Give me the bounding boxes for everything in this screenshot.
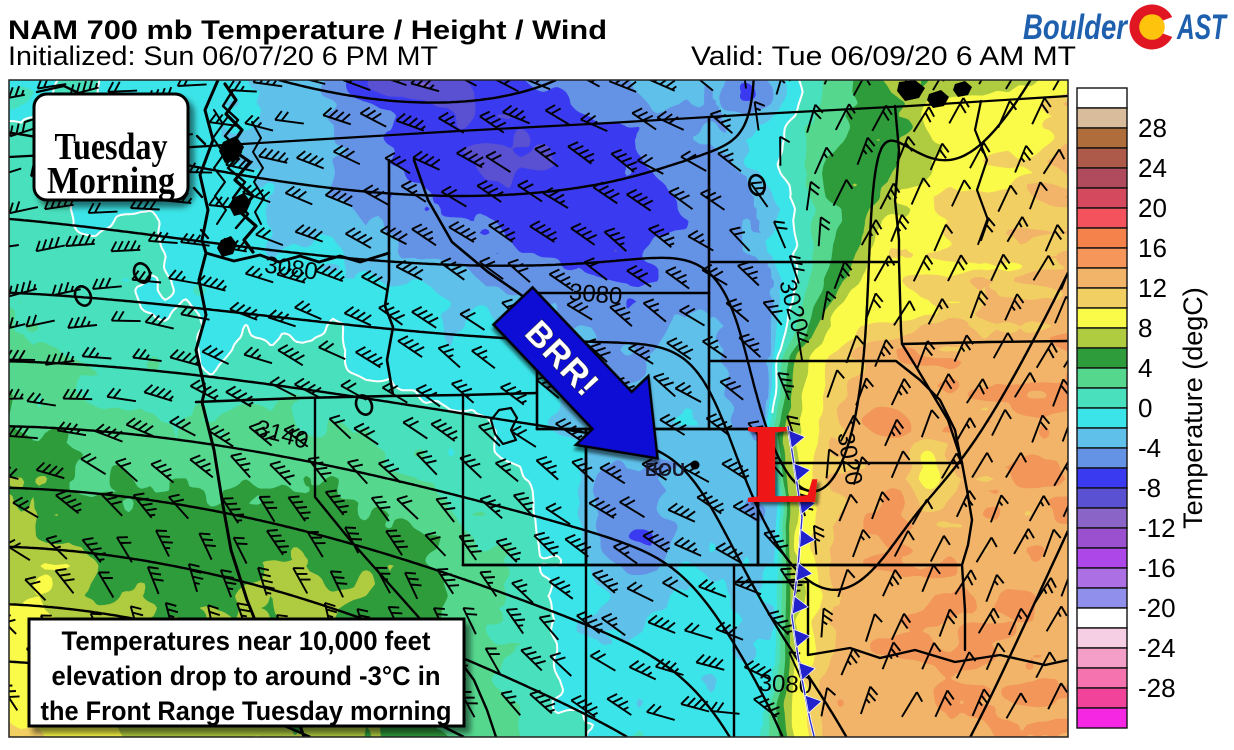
svg-text:0: 0 xyxy=(1138,393,1152,423)
svg-text:-12: -12 xyxy=(1138,513,1176,543)
svg-text:16: 16 xyxy=(1138,233,1167,263)
svg-text:the Front Range Tuesday mornin: the Front Range Tuesday morning xyxy=(41,696,452,726)
svg-text:AST: AST xyxy=(1176,8,1228,47)
svg-text:12: 12 xyxy=(1138,273,1167,303)
svg-text:28: 28 xyxy=(1138,113,1167,143)
svg-text:24: 24 xyxy=(1138,153,1167,183)
svg-text:BOU: BOU xyxy=(645,460,685,480)
svg-text:Valid: Tue 06/09/20 6 AM MT: Valid: Tue 06/09/20 6 AM MT xyxy=(691,41,1076,71)
svg-text:-8: -8 xyxy=(1138,473,1161,503)
svg-text:L: L xyxy=(746,400,822,527)
svg-text:3080: 3080 xyxy=(568,279,624,311)
svg-text:-16: -16 xyxy=(1138,553,1176,583)
svg-text:-28: -28 xyxy=(1138,673,1176,703)
svg-text:Tuesday: Tuesday xyxy=(55,126,168,168)
svg-text:-4: -4 xyxy=(1138,433,1161,463)
svg-text:Morning: Morning xyxy=(47,160,175,202)
svg-text:20: 20 xyxy=(1138,193,1167,223)
svg-text:4: 4 xyxy=(1138,353,1152,383)
svg-text:elevation drop to around -3°C: elevation drop to around -3°C in xyxy=(52,661,441,691)
svg-text:-20: -20 xyxy=(1138,593,1176,623)
svg-text:Temperature (degC): Temperature (degC) xyxy=(1178,287,1208,529)
svg-text:Boulder: Boulder xyxy=(1023,8,1129,47)
svg-text:Initialized: Sun 06/07/20 6 PM: Initialized: Sun 06/07/20 6 PM MT xyxy=(8,41,438,71)
svg-text:Temperatures near 10,000 feet: Temperatures near 10,000 feet xyxy=(62,626,431,656)
svg-text:8: 8 xyxy=(1138,313,1152,343)
svg-text:-24: -24 xyxy=(1138,633,1176,663)
svg-text:NAM 700 mb Temperature / Heigh: NAM 700 mb Temperature / Height / Wind xyxy=(8,15,607,45)
